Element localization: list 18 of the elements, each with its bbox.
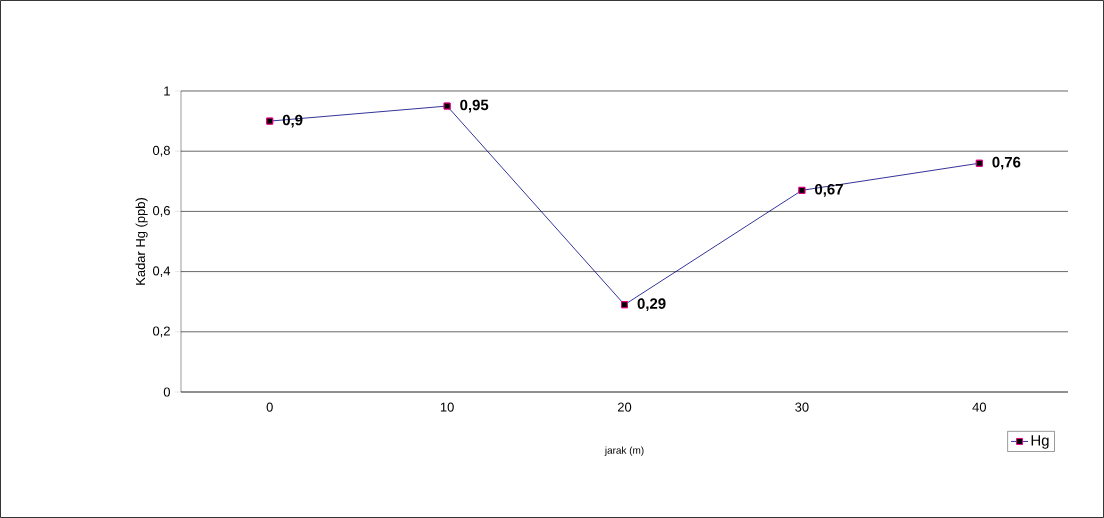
y-tick-label: 1 — [164, 86, 170, 96]
y-tick-label: 0,6 — [152, 206, 170, 217]
data-label: 0,29 — [637, 298, 666, 312]
y-tick-label: 0,2 — [152, 326, 170, 338]
x-tick-label: 30 — [795, 402, 809, 412]
x-tick-label: 40 — [972, 402, 987, 412]
data-label: 0,67 — [815, 183, 843, 197]
x-tick-label: 10 — [440, 402, 454, 412]
data-label: 0,76 — [992, 156, 1021, 170]
y-tick-label: 0,8 — [152, 145, 170, 157]
legend-label: Hg — [1031, 435, 1049, 449]
y-tick-label: 0,4 — [152, 266, 171, 277]
data-label: 0,95 — [460, 99, 489, 113]
y-axis-title: Kadar Hg (ppb) — [135, 198, 148, 285]
y-tick-label: 0 — [163, 387, 170, 397]
x-tick-label: 20 — [617, 402, 632, 412]
x-tick-label: 0 — [266, 402, 273, 412]
x-axis-title: jarak (m) — [604, 446, 644, 456]
